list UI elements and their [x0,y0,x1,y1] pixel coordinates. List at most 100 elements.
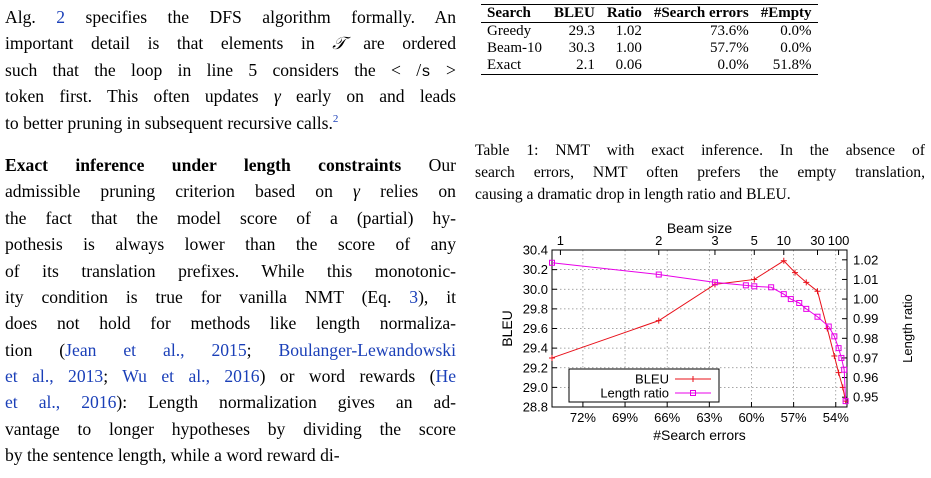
data-point [831,352,838,359]
data-point [814,313,821,320]
table-cell: Beam-10 [487,40,542,56]
text-run: ity condition is true for vanilla NMT (E… [5,286,410,307]
citation-link[interactable]: et al., 2013 [5,366,104,387]
text-line: such that the loop in line 5 considers t… [5,57,456,83]
data-point [751,276,758,283]
column-header: Ratio [600,4,648,23]
left-column: Alg. 2 specifies the DFS algorithm forma… [5,0,456,469]
data-point [803,305,810,312]
data-point [711,279,718,286]
data-point [780,291,787,298]
y2-tick-label: 1.00 [853,292,878,307]
caption-line: search errors, NMT often prefers the emp… [475,164,925,181]
text-run: admissible pruning criterion based on [5,181,354,202]
y2-tick-label: 1.02 [853,252,878,267]
caption-line: causing a dramatic drop in length ratio … [475,186,791,203]
text-run: pothesis is always lower than the score … [5,234,456,255]
y2-tick-label: 1.01 [853,272,878,287]
table-cell: 0.0% [780,40,812,56]
citation-link[interactable]: He [435,366,456,387]
x-tick-label: 60% [738,410,764,425]
text-run: ): Length normalization gives an ad- [116,392,456,413]
citation-link[interactable]: Boulanger-Lewandowski [278,339,456,360]
data-point [549,259,555,266]
text-line: vantage to longer hypotheses by dividing… [5,416,456,442]
data-point [814,288,821,295]
data-point [780,257,787,264]
top-tick-label: 1 [557,233,564,248]
data-point [655,271,662,278]
y2-tick-label: 0.96 [853,370,878,385]
table-cell: 51.8% [754,57,818,75]
text-run: to better pruning in subsequent recursiv… [5,112,333,133]
table-row: Beam-10 30.3 1.00 57.7% 0.0% [481,40,818,57]
text-run: Our [401,154,456,175]
data-point [787,296,794,303]
y-tick-label: 28.8 [523,400,548,415]
top-tick-label: 3 [711,233,718,248]
citation-link[interactable]: et al., 2016 [5,392,117,413]
math-symbol: γ [273,86,281,107]
text-line: by the sentence length, while a word rew… [5,442,456,468]
text-run: important detail is that elements in [5,33,333,54]
text-line: Alg. 2 specifies the DFS algorithm forma… [5,4,456,30]
table-cell: 73.6% [709,23,749,39]
text-run: by the sentence length, while a word rew… [5,445,340,466]
column-header: #Empty [754,4,818,23]
text-run: are ordered [345,33,456,54]
citation-link[interactable]: Jean et al., 2015 [65,339,247,360]
text-run: early on and leads [280,86,456,107]
column-header: #Search errors [647,4,755,23]
legend-marker [690,376,696,382]
text-run: vantage to longer hypotheses by dividing… [5,418,456,439]
table-cell: 1.02 [615,23,642,39]
citation-link[interactable]: Wu et al., 2016 [122,366,260,387]
series-line [551,262,847,402]
text-run: ; [103,366,123,387]
text-run: token first. This often updates [5,86,274,107]
data-point [842,398,849,405]
x-tick-label: 66% [654,410,680,425]
y-tick-label: 29.8 [523,301,548,316]
text-line: of its translation prefixes. While this … [5,258,456,284]
table-cell: Exact [481,57,548,75]
y-tick-label: 30.4 [523,243,548,258]
citation-link[interactable]: 3 [409,286,419,307]
table-cell: Greedy [487,23,532,39]
table-cell: 0.06 [600,57,648,75]
paragraph-length-constraints: Exact inference under length constraints… [5,152,456,469]
text-line: token first. This often updates γ early … [5,83,456,109]
table-cell: 30.3 [568,40,595,56]
y-tick-label: 30.2 [523,262,548,277]
footnote-marker[interactable]: 2 [332,112,339,125]
text-line: the fact that the model score of a (part… [5,205,456,231]
data-point [792,269,799,276]
text-run: Alg. [5,7,57,27]
x-axis-title: #Search errors [653,427,746,443]
text-line: does not hold for methods like length no… [5,310,456,336]
data-point [751,283,758,290]
legend-box [568,368,720,403]
data-point [768,284,775,291]
x-tick-label: 72% [570,410,596,425]
column-header: BLEU [547,4,601,23]
x-tick-label: 69% [612,410,638,425]
data-point [742,282,749,289]
text-run: ), it [418,286,456,307]
text-run: tion ( [5,339,66,360]
table-row: Exact 2.1 0.06 0.0% 51.8% [481,57,818,75]
top-tick-label: 30 [810,233,824,248]
data-point [841,366,848,373]
data-point [549,354,555,361]
top-tick-label: 100 [828,233,850,248]
y2-tick-label: 0.95 [853,390,878,405]
eos-token: < /s > [391,59,456,81]
text-run: specifies the DFS algorithm formally. An [65,7,456,27]
data-point [825,323,832,330]
column-header: Search [481,4,548,23]
table-header-row: Search BLEU Ratio #Search errors #Empty [481,4,818,23]
text-line: pothesis is always lower than the score … [5,231,456,257]
y-tick-label: 29.4 [523,341,548,356]
citation-link[interactable]: 2 [56,7,66,27]
y-tick-label: 30.0 [523,282,548,297]
